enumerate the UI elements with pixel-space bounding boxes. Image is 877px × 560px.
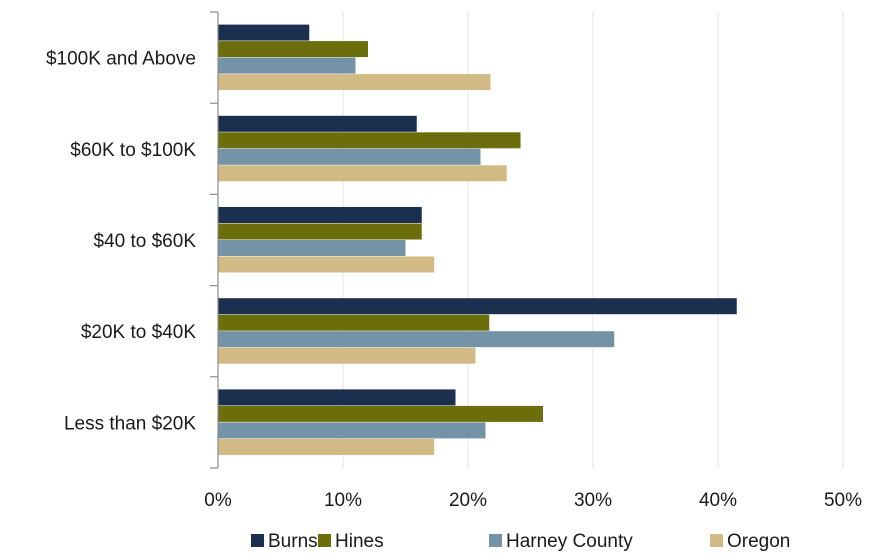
legend-label: Hines bbox=[335, 531, 384, 552]
bar-hines bbox=[218, 132, 521, 149]
bar-hines bbox=[218, 223, 422, 240]
bar-harney-county bbox=[218, 57, 356, 74]
legend-swatch bbox=[251, 534, 264, 547]
legend-label: Harney County bbox=[506, 531, 633, 552]
bar-oregon bbox=[218, 256, 435, 273]
bar-burns bbox=[218, 115, 417, 132]
bar-oregon bbox=[218, 165, 507, 182]
y-tick-label: $40 to $60K bbox=[94, 231, 197, 252]
y-axis-labels: $100K and Above $60K to $100K $40 to $60K $… bbox=[46, 49, 196, 435]
y-tick-label: $100K and Above bbox=[46, 49, 196, 70]
bar-hines bbox=[218, 314, 490, 331]
y-tick-label: $20K to $40K bbox=[81, 322, 196, 343]
x-axis-labels: 0% 10% 20% 30% 40% 50% bbox=[204, 490, 862, 511]
x-tick-label: 0% bbox=[204, 490, 232, 511]
legend-label: Oregon bbox=[727, 531, 790, 552]
bar-burns bbox=[218, 298, 737, 315]
legend: Burns Hines Harney County Oregon bbox=[251, 531, 790, 552]
bars bbox=[218, 24, 737, 455]
bar-harney-county bbox=[218, 422, 486, 439]
y-tick-label: Less than $20K bbox=[64, 413, 196, 434]
y-tick-label: $60K to $100K bbox=[70, 140, 196, 161]
x-tick-label: 20% bbox=[449, 490, 487, 511]
bar-harney-county bbox=[218, 148, 481, 165]
x-tick-label: 40% bbox=[699, 490, 737, 511]
bar-hines bbox=[218, 405, 543, 422]
bar-harney-county bbox=[218, 240, 406, 256]
bar-oregon bbox=[218, 438, 435, 455]
x-tick-label: 30% bbox=[574, 490, 612, 511]
bar-burns bbox=[218, 207, 422, 223]
bar-oregon bbox=[218, 347, 476, 364]
legend-swatch bbox=[318, 534, 331, 547]
bar-burns bbox=[218, 24, 310, 41]
x-tick-label: 10% bbox=[324, 490, 362, 511]
bar-burns bbox=[218, 389, 456, 406]
legend-swatch bbox=[489, 534, 502, 547]
bar-harney-county bbox=[218, 331, 615, 348]
x-tick-label: 50% bbox=[824, 490, 862, 511]
legend-swatch bbox=[710, 534, 723, 547]
bar-hines bbox=[218, 41, 368, 58]
y-axis-ticks bbox=[210, 11, 218, 469]
bar-oregon bbox=[218, 74, 491, 91]
legend-label: Burns bbox=[268, 531, 318, 552]
